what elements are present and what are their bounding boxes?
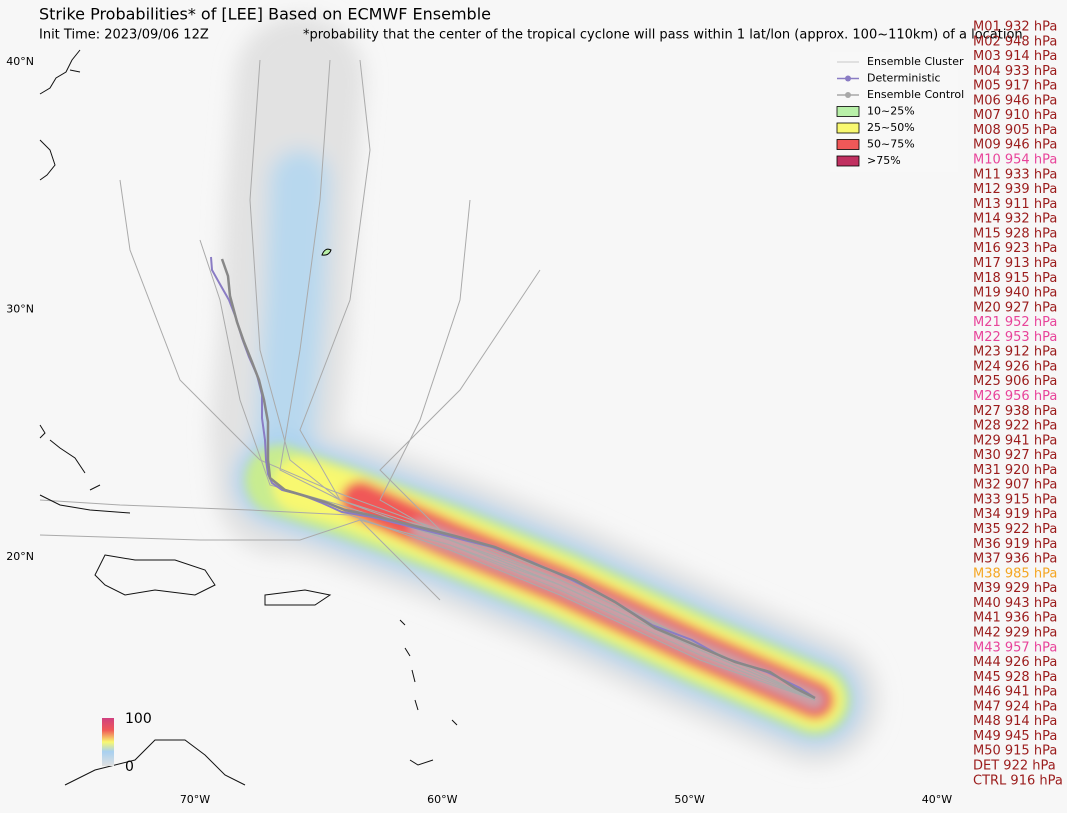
member-pressure: M39 929 hPa bbox=[973, 581, 1057, 596]
member-pressure: M12 939 hPa bbox=[973, 182, 1057, 197]
member-pressure: M36 919 hPa bbox=[973, 537, 1057, 552]
title: Strike Probabilities* of [LEE] Based on … bbox=[39, 5, 491, 24]
member-pressure: M06 946 hPa bbox=[973, 93, 1057, 108]
member-pressure: M22 953 hPa bbox=[973, 330, 1057, 345]
member-pressure: M38 985 hPa bbox=[973, 566, 1057, 581]
member-pressure: M40 943 hPa bbox=[973, 596, 1057, 611]
member-pressure: M29 941 hPa bbox=[973, 433, 1057, 448]
member-pressure: M25 906 hPa bbox=[973, 374, 1057, 389]
lat-label: 30°N bbox=[6, 303, 34, 316]
colorbar bbox=[102, 718, 114, 766]
member-pressure: M47 924 hPa bbox=[973, 699, 1057, 714]
lon-label: 50°W bbox=[674, 793, 704, 806]
member-pressure: M04 933 hPa bbox=[973, 64, 1057, 79]
legend-label: Ensemble Control bbox=[867, 88, 964, 101]
legend-swatch bbox=[836, 122, 860, 134]
member-pressure: M20 927 hPa bbox=[973, 300, 1057, 315]
member-pressure: M23 912 hPa bbox=[973, 345, 1057, 360]
member-pressure: M44 926 hPa bbox=[973, 655, 1057, 670]
member-pressure: M01 932 hPa bbox=[973, 20, 1057, 35]
legend-label: Deterministic bbox=[867, 72, 941, 85]
legend-marker bbox=[845, 75, 851, 82]
member-pressure: M17 913 hPa bbox=[973, 256, 1057, 271]
member-pressure: M49 945 hPa bbox=[973, 729, 1057, 744]
member-pressure: M27 938 hPa bbox=[973, 404, 1057, 419]
legend-label: 10~25% bbox=[867, 105, 915, 118]
member-pressure: M24 926 hPa bbox=[973, 359, 1057, 374]
member-pressure: M33 915 hPa bbox=[973, 492, 1057, 507]
member-pressure: M18 915 hPa bbox=[973, 271, 1057, 286]
lon-label: 70°W bbox=[180, 793, 210, 806]
member-pressure: M48 914 hPa bbox=[973, 714, 1057, 729]
coastlines bbox=[39, 49, 458, 786]
probability-patch bbox=[321, 248, 332, 256]
dynamic-layer: 40°N 30°N 20°N 70°W 60°W 50°W 40°W Ensemble Clu… bbox=[6, 20, 1063, 807]
legend-swatch bbox=[836, 106, 860, 117]
member-pressure: M09 946 hPa bbox=[973, 138, 1057, 153]
member-pressure: M19 940 hPa bbox=[973, 286, 1057, 301]
member-pressure: M50 915 hPa bbox=[973, 744, 1057, 759]
legend-swatch bbox=[836, 155, 860, 167]
lat-label: 40°N bbox=[6, 55, 34, 68]
legend-swatch bbox=[836, 139, 860, 150]
member-pressure: M03 914 hPa bbox=[973, 49, 1057, 64]
member-pressure: M16 923 hPa bbox=[973, 241, 1057, 256]
legend-label: Ensemble Cluster bbox=[867, 55, 964, 68]
member-pressure: M41 936 hPa bbox=[973, 611, 1057, 626]
colorbar-min: 0 bbox=[125, 759, 134, 775]
legend-label: 25~50% bbox=[867, 121, 915, 134]
member-pressure: M26 956 hPa bbox=[973, 389, 1057, 404]
member-pressure: CTRL 916 hPa bbox=[973, 773, 1063, 788]
member-pressure: M21 952 hPa bbox=[973, 315, 1057, 330]
member-pressure: M46 941 hPa bbox=[973, 685, 1057, 700]
control-track bbox=[220, 258, 816, 700]
member-pressure: M07 910 hPa bbox=[973, 108, 1057, 123]
member-pressure: DET 922 hPa bbox=[973, 759, 1056, 774]
legend-label: >75% bbox=[867, 154, 901, 167]
legend-marker bbox=[845, 92, 851, 98]
member-pressure: M37 936 hPa bbox=[973, 552, 1057, 567]
lon-label: 40°W bbox=[922, 793, 952, 806]
legend-label: 50~75% bbox=[867, 138, 915, 151]
lat-label: 20°N bbox=[6, 550, 34, 563]
note: *probability that the center of the trop… bbox=[303, 28, 1023, 43]
member-pressure: M45 928 hPa bbox=[973, 670, 1057, 685]
member-pressure: M11 933 hPa bbox=[973, 167, 1057, 182]
member-pressure: M28 922 hPa bbox=[973, 419, 1057, 434]
member-pressure: M34 919 hPa bbox=[973, 507, 1057, 522]
member-pressure: M13 911 hPa bbox=[973, 197, 1057, 212]
lon-label: 60°W bbox=[427, 793, 457, 806]
member-pressure: M32 907 hPa bbox=[973, 478, 1057, 493]
member-pressure: M42 929 hPa bbox=[973, 625, 1057, 640]
member-pressure: M08 905 hPa bbox=[973, 123, 1057, 138]
member-pressure: M15 928 hPa bbox=[973, 226, 1057, 241]
member-pressure: M02 948 hPa bbox=[973, 34, 1057, 49]
colorbar-max: 100 bbox=[125, 711, 152, 727]
init-time: Init Time: 2023/09/06 12Z bbox=[39, 28, 209, 43]
member-pressure: M10 954 hPa bbox=[973, 153, 1057, 168]
member-pressure: M05 917 hPa bbox=[973, 79, 1057, 94]
member-pressure: M14 932 hPa bbox=[973, 212, 1057, 227]
member-pressure: M31 920 hPa bbox=[973, 463, 1057, 478]
member-pressure: M30 927 hPa bbox=[973, 448, 1057, 463]
member-pressure: M43 957 hPa bbox=[973, 640, 1057, 655]
member-pressure: M35 922 hPa bbox=[973, 522, 1057, 537]
